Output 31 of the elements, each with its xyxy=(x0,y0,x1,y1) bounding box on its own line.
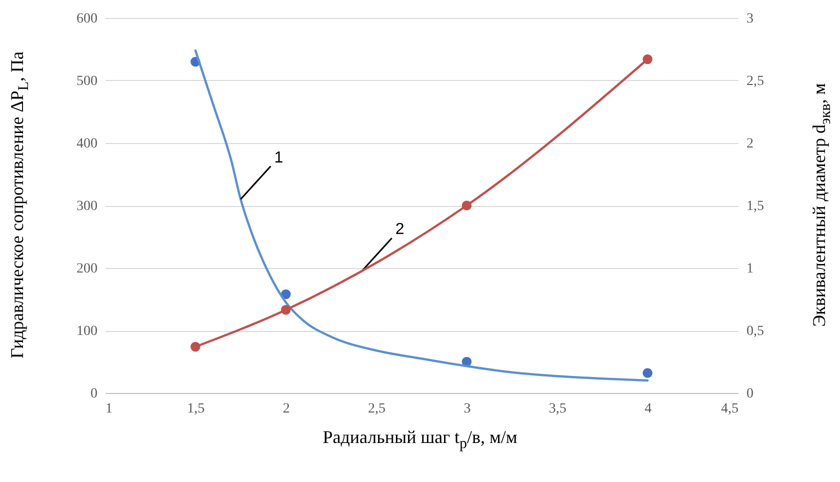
y2-tick-label: 0,5 xyxy=(746,324,764,339)
x-tick-label: 1 xyxy=(106,402,112,416)
x-tick-label: 2 xyxy=(282,402,290,416)
x-tick-label: 4,5 xyxy=(721,402,738,416)
y-tick-label: 300 xyxy=(76,199,98,214)
x-tick-label: 4 xyxy=(644,402,652,416)
x-tick-label: 1,5 xyxy=(187,402,205,416)
y-tick-label: 500 xyxy=(76,74,98,89)
point xyxy=(280,305,291,315)
y-tick-label: 600 xyxy=(76,12,98,26)
y2-tick-label: 2,5 xyxy=(746,74,764,89)
y-tick-label: 0 xyxy=(90,386,98,402)
y-tick-label: 400 xyxy=(76,136,98,152)
point xyxy=(642,368,652,378)
y2-tick-label: 1,5 xyxy=(746,199,764,214)
point xyxy=(190,342,200,352)
annotation: 2 xyxy=(395,221,404,238)
y2-tick-label: 3 xyxy=(746,12,754,26)
point xyxy=(462,200,472,210)
y2-tick-label: 1 xyxy=(746,262,754,276)
x-tick-label: 2,5 xyxy=(368,402,386,416)
point xyxy=(280,289,291,300)
annotation: 1 xyxy=(274,149,284,166)
x-tick-label: 3,5 xyxy=(548,402,566,416)
y2-tick-label: 2 xyxy=(746,136,754,152)
y-tick-label: 200 xyxy=(76,262,98,276)
point xyxy=(642,54,652,64)
y2-tick-label: 0 xyxy=(746,386,754,402)
y-tick-label: 100 xyxy=(76,324,98,339)
x-axis-title: Радиальный шаг t$_{р}$/в, м/м xyxy=(322,427,518,453)
x-tick-label: 3 xyxy=(464,402,471,416)
